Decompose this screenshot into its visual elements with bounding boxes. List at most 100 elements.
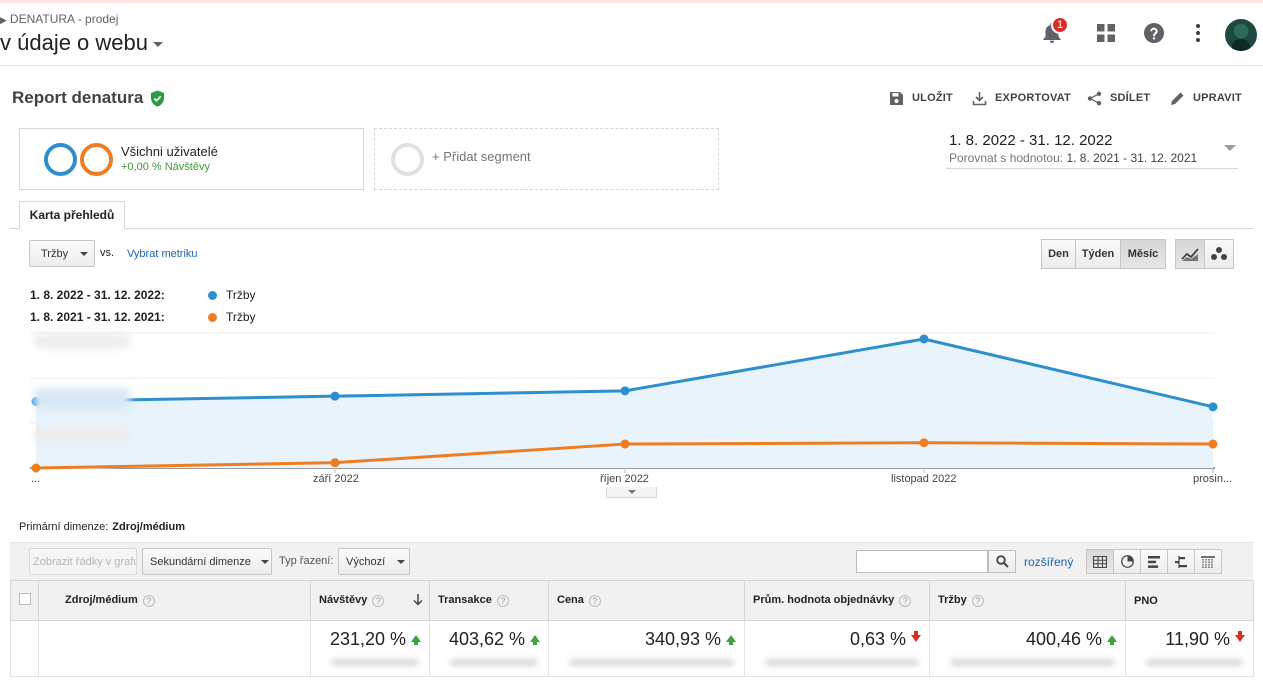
- help-icon: [1144, 23, 1164, 43]
- caret-down-icon: [627, 490, 636, 494]
- add-segment-button[interactable]: + Přidat segment: [374, 128, 719, 190]
- more-vert-icon: [1196, 24, 1200, 42]
- segment-all-users[interactable]: Všichni uživatelé +0,00 % Návštěvy: [19, 128, 364, 190]
- account-name: DENATURA - prodej: [9, 12, 119, 26]
- x-tick-label: listopad 2022: [891, 473, 957, 485]
- segment-ring-blue-icon: [44, 143, 77, 176]
- data-table-view-button[interactable]: [1086, 549, 1114, 574]
- summary-cell-empty: [10, 620, 39, 677]
- search-icon: [995, 555, 1009, 568]
- column-header-transactions[interactable]: Transakce?: [429, 580, 549, 621]
- pie-view-button[interactable]: [1113, 549, 1141, 574]
- select-all-checkbox[interactable]: [19, 593, 31, 605]
- data-point-previous: [919, 438, 929, 448]
- help-icon[interactable]: ?: [496, 594, 509, 607]
- report-table: Zdroj/médium? Návštěvy? Transakce? Cena?…: [10, 580, 1254, 677]
- pencil-icon: [1171, 92, 1184, 105]
- share-button[interactable]: SDÍLET: [1087, 89, 1150, 107]
- compare-value: 1. 8. 2021 - 31. 12. 2021: [1066, 151, 1198, 165]
- column-header-pno[interactable]: PNO: [1125, 580, 1254, 621]
- summary-cell-revenue: 400,46 %: [929, 620, 1126, 677]
- summary-cell-sessions: 231,20 %: [310, 620, 430, 677]
- sort-descending-icon: [413, 594, 423, 606]
- save-button[interactable]: ULOŽIT: [889, 89, 953, 107]
- x-tick-label: prosin...: [1193, 473, 1233, 485]
- pie-chart-icon: [1120, 555, 1134, 568]
- metric-dropdown[interactable]: Tržby: [29, 240, 95, 267]
- export-button[interactable]: EXPORTOVAT: [972, 89, 1071, 107]
- report-title-text: Report denatura: [12, 88, 144, 107]
- segment-ring-orange-icon: [80, 143, 113, 176]
- column-header-sessions[interactable]: Návštěvy?: [310, 580, 430, 621]
- help-icon[interactable]: ?: [372, 594, 385, 607]
- granularity-day-button[interactable]: Den: [1041, 239, 1076, 269]
- advanced-filter-link[interactable]: rozšířený: [1024, 555, 1074, 569]
- blurred-total: [1146, 659, 1243, 666]
- help-icon[interactable]: ?: [588, 594, 601, 607]
- more-options-button[interactable]: [1185, 20, 1211, 46]
- collapse-chart-button[interactable]: [606, 487, 657, 498]
- legend-series-name: Tržby: [226, 288, 256, 302]
- granularity-month-button[interactable]: Měsíc: [1120, 239, 1166, 269]
- plot-rows-button[interactable]: Zobrazit řádky v grafu: [29, 548, 137, 575]
- select-metric-link[interactable]: Vybrat metriku: [127, 248, 198, 260]
- summary-cell-empty: [38, 620, 311, 677]
- tab-overview[interactable]: Karta přehledů: [19, 201, 125, 229]
- legend-period: 1. 8. 2022 - 31. 12. 2022:: [30, 288, 165, 302]
- column-header-source-medium[interactable]: Zdroj/médium?: [38, 580, 311, 621]
- view-selector[interactable]: v údaje o webu: [0, 30, 163, 56]
- blurred-total: [950, 659, 1115, 666]
- data-point-previous: [330, 458, 340, 468]
- legend-dot-orange: [208, 312, 217, 322]
- data-point-current: [620, 386, 630, 396]
- x-tick-label: ...: [31, 473, 41, 485]
- avatar[interactable]: [1225, 19, 1257, 51]
- table-search-input[interactable]: [856, 550, 988, 573]
- compare-label: Porovnat s hodnotou:: [949, 151, 1064, 165]
- search-button[interactable]: [988, 550, 1016, 573]
- summary-cell-cost: 340,93 %: [548, 620, 745, 677]
- granularity-week-button[interactable]: Týden: [1075, 239, 1121, 269]
- edit-button[interactable]: UPRAVIT: [1170, 89, 1242, 107]
- column-header-revenue[interactable]: Tržby?: [929, 580, 1126, 621]
- primary-dimension-value[interactable]: Zdroj/médium: [112, 521, 185, 533]
- blurred-total: [569, 659, 734, 666]
- trend-up-icon: [530, 634, 540, 645]
- line-chart-button[interactable]: [1175, 239, 1205, 269]
- table-toolbar: Zobrazit řádky v grafu Sekundární dimenz…: [10, 542, 1253, 580]
- legend-item-current: 1. 8. 2022 - 31. 12. 2022: Tržby: [30, 288, 256, 302]
- vs-label: vs.: [100, 247, 115, 259]
- comparison-view-button[interactable]: [1167, 549, 1195, 574]
- view-title: v údaje o webu: [0, 30, 148, 55]
- date-range-picker[interactable]: 1. 8. 2022 - 31. 12. 2022 Porovnat s hod…: [946, 131, 1238, 169]
- help-icon[interactable]: ?: [971, 594, 984, 607]
- account-breadcrumb[interactable]: ▶ DENATURA - prodej: [0, 12, 118, 26]
- table-grid-icon: [1093, 555, 1107, 568]
- blurred-total: [765, 659, 919, 666]
- performance-view-button[interactable]: [1140, 549, 1168, 574]
- apps-button[interactable]: [1093, 20, 1119, 46]
- sort-type-dropdown[interactable]: Výchozí: [338, 548, 410, 575]
- motion-chart-button[interactable]: [1204, 239, 1234, 269]
- bar-list-icon: [1147, 555, 1160, 568]
- help-button[interactable]: [1141, 20, 1167, 46]
- trend-up-icon: [726, 634, 736, 645]
- column-header-avg-order-value[interactable]: Prům. hodnota objednávky?: [744, 580, 930, 621]
- caret-down-icon: [1224, 145, 1236, 151]
- line-chart-icon: [1181, 248, 1199, 261]
- save-icon: [890, 91, 903, 105]
- summary-cell-transactions: 403,62 %: [429, 620, 549, 677]
- pivot-view-button[interactable]: [1194, 549, 1222, 574]
- metric-dropdown-label: Tržby: [41, 247, 69, 260]
- trend-up-icon: [1107, 634, 1117, 645]
- help-icon[interactable]: ?: [899, 594, 912, 607]
- caret-down-icon: [260, 559, 269, 564]
- column-header-cost[interactable]: Cena?: [548, 580, 745, 621]
- secondary-dimension-dropdown[interactable]: Sekundární dimenze: [142, 548, 272, 575]
- pivot-icon: [1201, 555, 1215, 568]
- table-view-switcher: [1086, 549, 1222, 574]
- blurred-total: [331, 659, 419, 666]
- notifications-button[interactable]: 1: [1039, 16, 1069, 46]
- help-icon[interactable]: ?: [142, 594, 155, 607]
- date-range-compare: Porovnat s hodnotou: 1. 8. 2021 - 31. 12…: [949, 151, 1197, 165]
